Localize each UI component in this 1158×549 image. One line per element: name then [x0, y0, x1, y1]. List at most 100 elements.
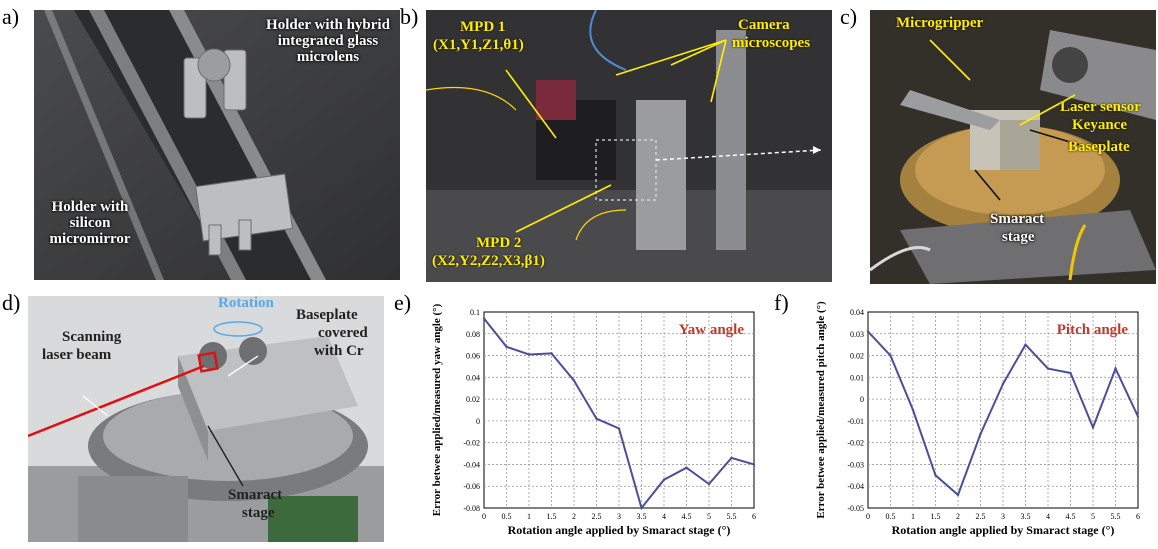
yaw-chart-xlabel: Rotation angle applied by Smaract stage …: [508, 523, 731, 537]
pitch-chart-xtick-label: 1.5: [931, 512, 941, 521]
pitch-chart-ytick-label: 0.02: [850, 352, 864, 361]
yaw-chart-ytick-label: -0.06: [463, 482, 480, 491]
pitch-chart-xtick-label: 5: [1091, 512, 1095, 521]
pitch-chart-data-point: [1001, 382, 1005, 386]
panel-b-camera-line2: microscopes: [732, 35, 811, 51]
yaw-chart-data-point: [505, 345, 508, 349]
yaw-chart-xtick-label: 2.5: [592, 512, 602, 521]
yaw-chart-data-point: [550, 352, 553, 355]
pitch-chart-xtick-label: 3.5: [1021, 512, 1031, 521]
yaw-chart-title: Yaw angle: [679, 322, 745, 338]
panel-d-letter: d): [2, 290, 21, 315]
pitch-chart-data-point: [1136, 415, 1140, 418]
pitch-chart-xtick-label: 2.5: [976, 512, 986, 521]
yaw-chart-data-point: [482, 317, 486, 320]
yaw-chart-data-point: [662, 478, 666, 481]
pitch-chart: 0 0.5 1 1.5 2 2.5 3 3.5 4 4.5 5 5.5 6 0.04 0.03 0.02 0.0…: [808, 300, 1148, 544]
pitch-chart-xtick-label: 3: [1001, 512, 1005, 521]
yaw-chart-ytick-label: -0.04: [463, 460, 480, 469]
yaw-chart-data-point: [752, 463, 756, 466]
pitch-chart-ytick-label: 0.01: [850, 373, 864, 382]
panel-c-laser-line1: Laser sensor: [1060, 99, 1141, 115]
pitch-chart-xlabel: Rotation angle applied by Smaract stage …: [892, 523, 1115, 537]
pitch-chart-ylabel: Error betwee applied/measured pitch angl…: [815, 301, 827, 519]
yaw-chart-ytick-label: 0.04: [466, 373, 480, 382]
yaw-chart-xtick-label: 4.5: [682, 512, 692, 521]
panel-c-photo: [870, 10, 1156, 284]
yaw-chart-data-point: [640, 506, 643, 510]
pitch-chart-svg: 0 0.5 1 1.5 2 2.5 3 3.5 4 4.5 5 5.5 6 0.04 0.03 0.02 0.0…: [815, 301, 1140, 537]
panel-b-mpd1-line2: (X1,Y1,Z1,θ1): [433, 37, 524, 53]
yaw-chart-ytick-label: 0.02: [466, 395, 480, 404]
yaw-chart-xtick-label: 3.5: [637, 512, 647, 521]
pitch-chart-data-point: [889, 354, 892, 357]
pitch-chart-xtick-label: 4.5: [1066, 512, 1076, 521]
pitch-chart-xtick-label: 1: [911, 512, 915, 521]
yaw-chart-xtick-label: 1.5: [547, 512, 557, 521]
panel-f-letter: f): [774, 290, 789, 315]
yaw-chart-xtick-label: 1: [527, 512, 531, 521]
pitch-chart-xtick-label: 0: [866, 512, 870, 521]
pitch-chart-xtick-label: 6: [1136, 512, 1140, 521]
panel-d-scanning-line2: laser beam: [42, 347, 112, 363]
yaw-chart-ytick-label: -0.08: [463, 504, 480, 513]
yaw-chart-xtick-label: 0.5: [502, 512, 512, 521]
panel-d-smaract-line2: stage: [242, 505, 275, 521]
yaw-chart-data-point: [527, 353, 531, 356]
yaw-chart-ytick-label: 0: [476, 417, 480, 426]
panel-d-baseplate-line2: covered: [318, 325, 368, 341]
yaw-chart-xtick-label: 5.5: [727, 512, 737, 521]
pitch-chart-data-point: [866, 330, 870, 333]
yaw-chart-xtick-label: 6: [752, 512, 756, 521]
panel-d-scanning-line1: Scanning: [62, 329, 122, 345]
yaw-chart-ytick-label: 0.1: [470, 308, 480, 317]
pitch-chart-ytick-label: -0.03: [847, 460, 864, 469]
pitch-chart-title: Pitch angle: [1057, 322, 1129, 338]
panel-a-label-bottom: Holder with silicon micromirror: [49, 199, 131, 247]
yaw-chart-data-point: [572, 379, 576, 382]
pitch-chart-ytick-label: -0.02: [847, 439, 864, 448]
pitch-chart-data-point: [1069, 371, 1072, 375]
panel-a-label-top: Holder with hybrid integrated glass micr…: [266, 17, 390, 65]
yaw-chart-data-point: [617, 427, 621, 430]
pitch-chart-ytick-label: 0.04: [850, 308, 864, 317]
yaw-chart-xtick-label: 4: [662, 512, 666, 521]
yaw-chart-ytick-label: -0.02: [463, 439, 480, 448]
yaw-chart-data-point: [685, 466, 688, 469]
pitch-chart-data-point: [1114, 367, 1117, 370]
yaw-chart-data-point: [595, 417, 598, 420]
panel-b-letter: b): [400, 4, 419, 29]
pitch-chart-ytick-label: -0.04: [847, 482, 864, 491]
panel-a-letter: a): [2, 4, 20, 29]
pitch-chart-data-point: [911, 408, 915, 412]
pitch-chart-xtick-label: 0.5: [886, 512, 896, 521]
yaw-chart-data-point: [730, 456, 733, 460]
pitch-chart-data-point: [934, 474, 937, 477]
panel-c-microgripper: Microgripper: [896, 15, 984, 31]
panel-c-smaract-line2: stage: [1002, 229, 1035, 245]
yaw-chart: 0 0.5 1 1.5 2 2.5 3 3.5 4 4.5 5 5.5 6 0.1 0.08 0.06 0.04…: [424, 300, 764, 544]
yaw-chart-svg: 0 0.5 1 1.5 2 2.5 3 3.5 4 4.5 5 5.5 6 0.1 0.08 0.06 0.04…: [431, 303, 756, 537]
pitch-chart-ytick-label: -0.01: [847, 417, 864, 426]
panel-b-mpd2-line1: MPD 2: [476, 235, 522, 251]
panel-b-mpd1-line1: MPD 1: [460, 19, 506, 35]
panel-d-rotation: Rotation: [218, 295, 274, 311]
yaw-chart-xtick-label: 2: [572, 512, 576, 521]
panel-d-photo: [28, 296, 384, 542]
pitch-chart-xtick-label: 4: [1046, 512, 1050, 521]
panel-c-smaract-line1: Smaract: [990, 211, 1045, 227]
pitch-chart-data-point: [1046, 367, 1050, 370]
yaw-chart-ytick-label: 0.08: [466, 330, 480, 339]
panel-d-baseplate-line1: Baseplate: [296, 307, 358, 323]
pitch-chart-ytick-label: 0.03: [850, 330, 864, 339]
pitch-chart-xtick-label: 2: [956, 512, 960, 521]
panel-c-laser-line2: Keyance: [1072, 117, 1127, 133]
panel-d-baseplate-line3: with Cr: [314, 343, 364, 359]
pitch-chart-data-point: [979, 432, 982, 436]
panel-b-photo: [426, 10, 832, 282]
yaw-chart-ylabel: Error betwee applied/measured yaw angle …: [431, 303, 443, 516]
yaw-chart-xtick-label: 3: [617, 512, 621, 521]
yaw-chart-xtick-label: 5: [707, 512, 711, 521]
panel-a-photo: [34, 10, 400, 280]
panel-d-smaract-line1: Smaract: [228, 487, 283, 503]
